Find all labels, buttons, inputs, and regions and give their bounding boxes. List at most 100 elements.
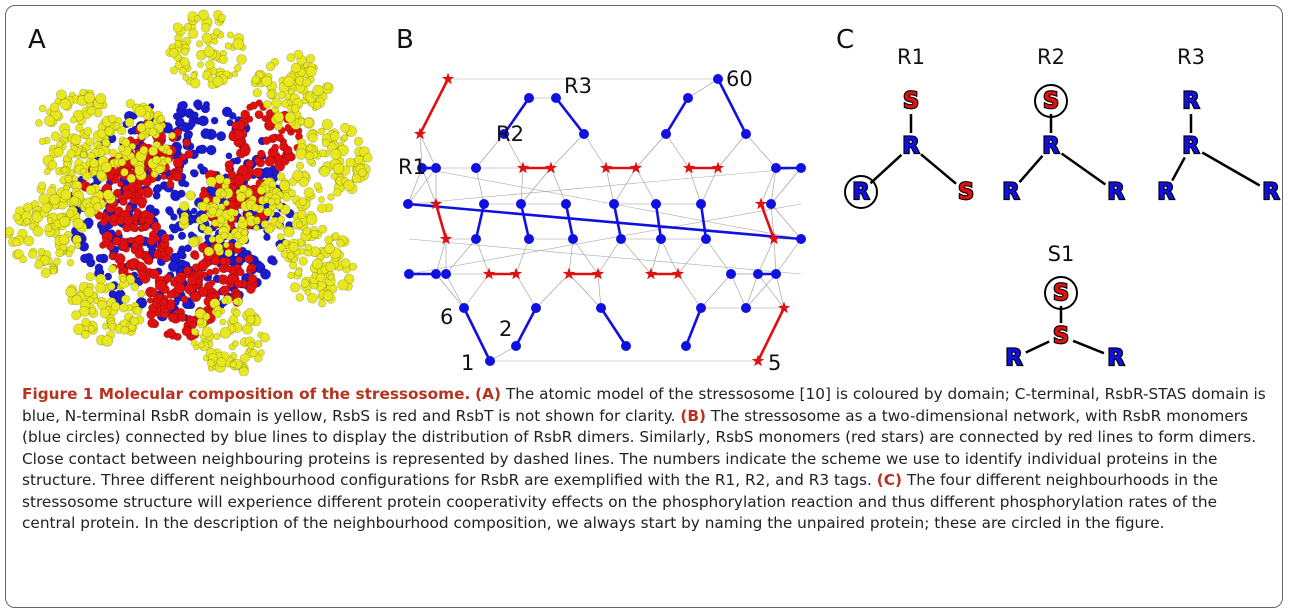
atom	[65, 286, 77, 298]
atom	[189, 291, 201, 303]
atom	[226, 31, 234, 39]
atom	[160, 233, 171, 243]
atom	[81, 317, 91, 327]
atom	[230, 184, 238, 192]
atom	[107, 282, 116, 291]
rsbs-dimer	[759, 203, 776, 240]
contact-line	[407, 167, 437, 205]
atom	[137, 196, 148, 207]
atom	[228, 314, 239, 325]
atom	[172, 157, 184, 169]
atom	[50, 267, 58, 275]
contact-line	[717, 133, 747, 169]
atom	[297, 209, 307, 220]
atom	[318, 299, 327, 308]
atom	[330, 172, 338, 180]
rsbs-monomer	[751, 354, 765, 367]
rsbr-monomer	[713, 74, 723, 84]
atom	[354, 155, 364, 165]
atom	[117, 144, 126, 153]
atom	[170, 279, 178, 287]
rsbs-monomer	[711, 161, 725, 174]
atom	[232, 38, 245, 50]
atom	[23, 217, 31, 226]
atom	[165, 148, 173, 156]
atom	[158, 145, 166, 153]
unpaired-circle	[1034, 84, 1068, 118]
atom	[201, 32, 212, 44]
contact-line	[757, 273, 785, 309]
contact-line	[635, 133, 667, 169]
atom	[121, 294, 130, 304]
atom	[311, 258, 323, 270]
rsbr-monomer	[561, 199, 571, 209]
protein-tag: 1	[461, 351, 474, 375]
atom	[180, 47, 190, 56]
rsbr-dimer	[716, 78, 748, 135]
atom	[119, 303, 129, 313]
atom	[254, 110, 264, 120]
neighbourhood: S1 SS R R	[1004, 242, 1125, 372]
atom	[235, 256, 243, 264]
atom	[283, 226, 295, 238]
atom	[239, 144, 251, 156]
rsbr-monomer	[621, 341, 631, 351]
rsbr-monomer	[661, 129, 671, 139]
contact-line	[515, 273, 537, 309]
atom	[325, 261, 336, 273]
panel-label: C	[836, 25, 854, 55]
atom	[101, 138, 111, 147]
rsbr-monomer	[499, 129, 509, 139]
rsbs-monomer	[777, 301, 791, 314]
atom	[305, 53, 316, 64]
atom	[307, 292, 318, 304]
neighbourhood-title: R3	[1177, 45, 1205, 69]
atom	[227, 170, 237, 179]
atom	[206, 144, 217, 156]
atom	[208, 235, 217, 244]
atom	[70, 134, 82, 146]
atom	[85, 272, 95, 282]
atom	[266, 89, 276, 99]
atom	[276, 172, 286, 181]
atom	[53, 147, 64, 158]
atom	[219, 256, 228, 266]
atom	[177, 101, 188, 112]
atom	[256, 186, 266, 196]
rsbr-dimer	[599, 307, 628, 347]
contact-line	[770, 167, 777, 205]
contact-line	[705, 238, 732, 275]
atom	[44, 224, 53, 233]
caption-text: The four different neighbourhoods in the…	[22, 471, 1218, 532]
atom	[34, 260, 44, 270]
rsbs-monomer	[516, 161, 530, 174]
atom	[117, 180, 124, 188]
atom	[104, 126, 114, 136]
atom	[81, 171, 92, 181]
atom	[75, 123, 84, 133]
atom	[22, 202, 33, 213]
atom	[217, 13, 226, 22]
bond	[920, 153, 957, 185]
atom	[244, 254, 254, 264]
atom	[216, 215, 226, 224]
atom	[19, 255, 28, 264]
atom	[71, 294, 83, 306]
atom	[259, 332, 270, 343]
atom	[340, 258, 351, 269]
atom	[190, 78, 201, 89]
protein-node: S	[903, 89, 919, 114]
atom	[148, 287, 158, 297]
atom	[232, 308, 241, 317]
contact-line	[687, 78, 719, 99]
atom	[74, 242, 82, 250]
atom	[136, 122, 147, 133]
atom	[200, 128, 212, 140]
contact-line	[597, 273, 602, 309]
atom	[49, 193, 61, 205]
atom	[288, 241, 299, 252]
atom	[113, 122, 121, 130]
rsbs-monomer	[562, 267, 576, 280]
contact-line	[757, 238, 775, 275]
atom	[56, 141, 63, 148]
